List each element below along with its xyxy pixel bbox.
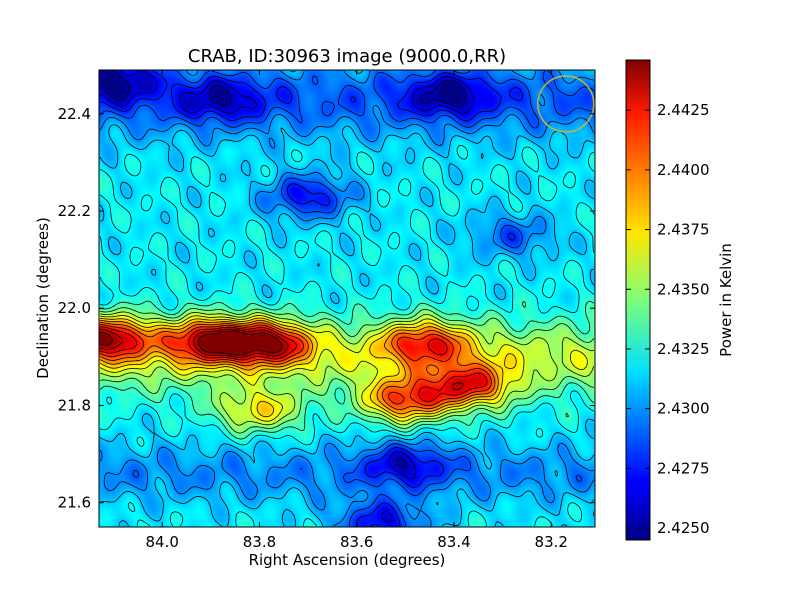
contour-line xyxy=(99,300,595,440)
x-axis: 84.0 83.8 83.6 83.4 83.2 xyxy=(146,70,568,551)
x-tick-label: 83.2 xyxy=(535,533,568,551)
x-axis-label: Right Ascension (degrees) xyxy=(249,551,446,569)
contour-line xyxy=(100,324,492,406)
colorbar-tick-label: 2.4425 xyxy=(657,101,710,119)
plot-area xyxy=(98,69,596,528)
contour-line xyxy=(100,307,595,434)
contour-line xyxy=(100,319,499,415)
y-axis-label: Declination (degrees) xyxy=(34,217,52,379)
contour-line xyxy=(100,330,283,356)
colorbar-tick-label: 2.4325 xyxy=(657,340,710,358)
colorbar: 2.4250 2.4275 2.4300 2.4325 2.4350 2.4375 2.44… xyxy=(625,59,735,541)
colorbar-label: Power in Kelvin xyxy=(717,243,735,357)
contour-line xyxy=(99,70,595,527)
y-tick-label: 22.2 xyxy=(58,202,91,220)
contour-line xyxy=(99,70,467,469)
contour-line xyxy=(99,144,595,527)
x-tick-label: 83.4 xyxy=(437,533,470,551)
contour-line xyxy=(99,70,474,523)
y-tick-label: 21.8 xyxy=(58,396,91,414)
plot-frame xyxy=(98,69,596,528)
x-tick-label: 83.8 xyxy=(243,533,276,551)
x-tick-label: 84.0 xyxy=(146,533,179,551)
colorbar-tick-label: 2.4275 xyxy=(657,459,710,477)
contour-line xyxy=(99,70,595,527)
contour-line xyxy=(100,311,595,426)
colorbar-ticks: 2.4250 2.4275 2.4300 2.4325 2.4350 2.4375 2.44… xyxy=(626,101,710,537)
colorbar-tick-label: 2.4350 xyxy=(657,280,710,298)
y-axis: 21.6 21.8 22.0 22.2 22.4 xyxy=(58,105,595,512)
contour-line xyxy=(100,70,523,527)
colorbar-tick-label: 2.4300 xyxy=(657,400,710,418)
contour-line xyxy=(100,315,588,422)
colorbar-tick-label: 2.4250 xyxy=(657,519,710,537)
contour-line xyxy=(100,317,517,418)
contour-line xyxy=(100,328,464,391)
colorbar-tick-label: 2.4375 xyxy=(657,221,710,239)
contour-line xyxy=(100,322,496,410)
y-tick-label: 22.0 xyxy=(58,299,91,317)
beam-marker xyxy=(537,75,595,133)
colorbar-gradient xyxy=(625,59,651,541)
x-tick-label: 83.6 xyxy=(340,533,373,551)
contour-line xyxy=(99,70,595,526)
contour-lines xyxy=(99,70,595,527)
y-tick-label: 21.6 xyxy=(58,494,91,512)
contour-line xyxy=(100,326,488,402)
colorbar-tick-label: 2.4400 xyxy=(657,161,710,179)
chart-title: CRAB, ID:30963 image (9000.0,RR) xyxy=(188,46,506,67)
y-tick-label: 22.4 xyxy=(58,105,91,123)
